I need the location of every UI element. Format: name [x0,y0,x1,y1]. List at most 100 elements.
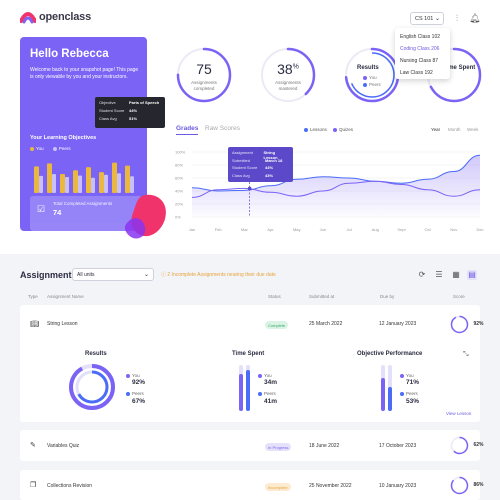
status-badge: Complete [265,321,289,329]
class-option[interactable]: Law Class 192 [400,70,433,76]
chart-tooltip-assignment: String Lesson [263,150,278,160]
grades-line-chart: 0% 20% 40% 60% 80% 100% Jan Feb Mar Apr May Jun Jul A… [175,150,484,233]
greeting-title: Hello Rebecca [30,48,109,60]
objective-you-bar[interactable] [47,163,52,193]
chart-tooltip-submitted: March 18 [265,157,283,163]
chart-tooltip-avg: 43% [265,172,274,178]
results-donut [69,364,115,410]
results-ring: Results You Peers [343,46,401,104]
objective-you-bar[interactable] [73,170,78,193]
column-header-type[interactable]: Type [28,294,38,299]
class-select[interactable]: CS 101 ⌄ [410,12,444,25]
time-peers-legend: Peers [258,391,276,396]
edit-icon: ✎ [30,442,36,449]
assignment-row[interactable]: ✎ Variables Quiz In Progress 18 June 202… [20,430,484,461]
objective-you-bar[interactable] [34,166,39,193]
completed-assignments-card: ☑︎ Total Completed Assignments 74 [30,196,142,223]
x-tick-label: Nov [450,227,457,232]
tab-raw-scores[interactable]: Raw Scores [205,125,241,132]
x-tick-label: Mar [241,227,249,232]
score-ring: 92% [450,315,484,334]
objective-you-bar[interactable] [60,174,65,193]
x-tick-label: May [293,227,301,232]
score-value: 62% [473,442,484,448]
mastered-label: Assignments mastered [275,80,301,91]
objective-peers-bar [52,174,56,193]
mastered-ring: 38% Assignments mastered [259,46,317,104]
results-peers-legend: Peers [126,391,144,396]
period-year[interactable]: Year [431,127,441,132]
tooltip-score-value: 44% [129,108,138,113]
assignment-name[interactable]: Collections Revision [47,483,93,489]
x-tick-label: Jun [320,227,326,232]
objective-you-bar[interactable] [112,162,117,193]
results-peers-label: Peers [369,82,381,87]
status-badge: In Progress [265,443,292,451]
objectives-title: Your Learning Objectives [30,135,97,141]
time-ring-title: Time Spent [443,65,476,71]
objective-you-bar[interactable] [86,167,91,193]
grid-view-icon[interactable]: ▦ [452,270,460,279]
objective-you-bar [381,378,385,411]
collapse-icon[interactable]: ⤡ [463,351,469,358]
filter-sliders-icon[interactable]: ☰ [435,270,443,279]
objective-you-bar[interactable] [99,172,104,193]
y-tick-label: 0% [175,215,181,220]
results-peers-value: 67% [132,398,146,405]
bell-icon[interactable]: 🔔︎ [469,13,481,23]
time-you-bar [239,374,243,411]
time-you-value: 34m [264,379,278,386]
column-header-score[interactable]: Score [453,294,465,299]
tab-grades[interactable]: Grades [176,125,199,135]
x-tick-label: Aug [372,227,379,232]
assignment-name[interactable]: Variables Quiz [47,443,80,449]
class-option[interactable]: Nursing Class 87 [400,58,439,64]
objective-you-value: 71% [406,379,420,386]
y-tick-label: 100% [175,150,186,155]
column-header-submitted[interactable]: Submitted at [309,294,335,299]
refresh-search-icon[interactable]: ⟳ [418,270,426,279]
hover-point[interactable] [247,186,252,191]
chevron-down-icon: ⌄ [434,16,440,22]
sliders-icon[interactable]: ⫶ [455,13,459,23]
score-ring: 86% [450,476,484,495]
period-week[interactable]: Week [467,127,479,132]
objective-you-label: You [406,373,414,378]
tooltip-avg-key: Class Avg [99,116,117,121]
status-badge: Incomplete [265,483,291,491]
submitted-date: 25 November 2022 [309,483,352,489]
view-lesson-link[interactable]: View Lesson [446,411,472,416]
time-peers-track [246,365,250,411]
score-ring: 62% [450,436,484,455]
y-tick-label: 60% [175,176,183,181]
objective-peers-bar [388,386,392,411]
time-you-legend: You [258,373,272,378]
brand-name[interactable]: openclass [39,11,92,23]
column-header-name[interactable]: Assignment Name [47,294,84,299]
assignment-row-expanded[interactable]: 📖︎ String Lesson Complete 25 March 2022 … [20,305,484,422]
x-tick-label: Jan [189,227,195,232]
calendar-check-icon: ☑︎ [37,204,46,214]
objective-peers-value: 53% [406,398,420,405]
results-ring-title: Results [357,65,379,71]
column-header-due[interactable]: Due by [380,294,395,299]
warning-text: 2 Incomplete Assignments nearing their d… [167,272,276,278]
class-option[interactable]: Coding Class 206 [400,46,440,52]
due-date: 12 January 2023 [379,321,417,327]
lessons-line [191,154,481,192]
incomplete-warning[interactable]: ⓘ 2 Incomplete Assignments nearing their… [161,271,276,278]
class-option[interactable]: English Class 102 [400,34,441,40]
warning-icon: ⓘ [161,272,168,278]
chart-tooltip-assignment-key: Assignment [232,150,253,155]
openclass-logo-icon [20,12,36,24]
units-filter-select[interactable]: All units ⌄ [72,268,154,281]
list-view-icon[interactable]: ▤ [467,270,477,280]
objective-you-bar[interactable] [125,165,130,193]
assignment-name[interactable]: String Lesson [47,321,78,327]
x-tick-label: Feb [215,227,223,232]
legend-you: You [36,146,44,151]
period-month[interactable]: Month [448,127,461,132]
column-header-status[interactable]: Status [268,294,281,299]
assignment-row[interactable]: ❐ Collections Revision Incomplete 25 Nov… [20,470,484,500]
lessons-area [192,155,480,217]
